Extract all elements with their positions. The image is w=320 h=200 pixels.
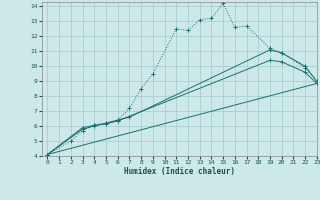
X-axis label: Humidex (Indice chaleur): Humidex (Indice chaleur) bbox=[124, 167, 235, 176]
